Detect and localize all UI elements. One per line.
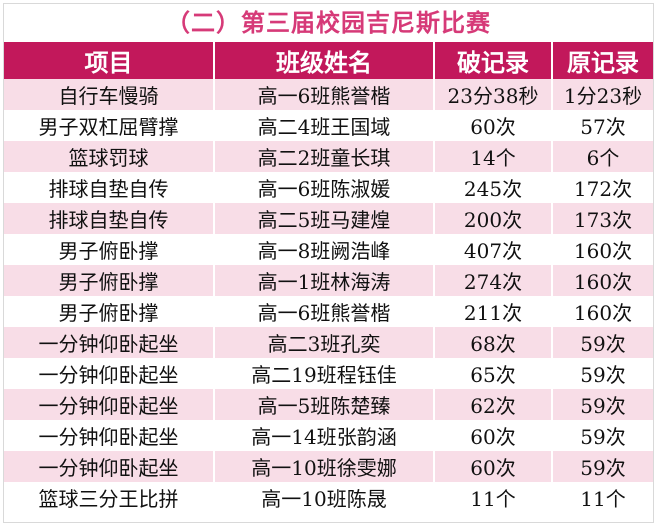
- table-header-row: 项目 班级姓名 破记录 原记录: [4, 42, 653, 79]
- cell-class-name: 高一14班张韵涵: [214, 420, 435, 451]
- cell-class-name: 高二2班童长琪: [214, 141, 435, 172]
- table-row: 男子双杠屈臂撑 高二4班王国域 60次 57次: [4, 110, 653, 141]
- cell-event: 男子双杠屈臂撑: [4, 110, 215, 141]
- cell-event: 男子俯卧撑: [4, 296, 215, 327]
- cell-old-record: 172次: [552, 172, 653, 203]
- cell-new-record: 65次: [434, 358, 553, 389]
- cell-new-record: 274次: [434, 265, 553, 296]
- cell-new-record: 11个: [434, 482, 553, 513]
- cell-class-name: 高一6班陈淑媛: [214, 172, 435, 203]
- cell-class-name: 高二4班王国域: [214, 110, 435, 141]
- cell-old-record: 59次: [552, 327, 653, 358]
- cell-event: 排球自垫自传: [4, 172, 215, 203]
- cell-class-name: 高一6班熊誉楷: [214, 79, 435, 110]
- cell-event: 一分钟仰卧起坐: [4, 358, 215, 389]
- table-row: 男子俯卧撑 高一6班熊誉楷 211次 160次: [4, 296, 653, 327]
- cell-event: 一分钟仰卧起坐: [4, 420, 215, 451]
- cell-new-record: 200次: [434, 203, 553, 234]
- cell-old-record: 1分23秒: [552, 79, 653, 110]
- cell-class-name: 高二3班孔奕: [214, 327, 435, 358]
- cell-class-name: 高一10班陈晟: [214, 482, 435, 513]
- cell-old-record: 59次: [552, 389, 653, 420]
- page-title: （二）第三届校园吉尼斯比赛: [166, 8, 491, 37]
- header-old-record: 原记录: [552, 42, 653, 79]
- cell-old-record: 11个: [552, 482, 653, 513]
- cell-new-record: 211次: [434, 296, 553, 327]
- cell-class-name: 高一10班徐雯娜: [214, 451, 435, 482]
- cell-event: 排球自垫自传: [4, 203, 215, 234]
- cell-event: 篮球罚球: [4, 141, 215, 172]
- header-class-name: 班级姓名: [214, 42, 435, 79]
- table-row: 一分钟仰卧起坐 高一5班陈楚臻 62次 59次: [4, 389, 653, 420]
- header-event: 项目: [4, 42, 215, 79]
- table-row: 排球自垫自传 高二5班马建煌 200次 173次: [4, 203, 653, 234]
- cell-event: 自行车慢骑: [4, 79, 215, 110]
- cell-class-name: 高二5班马建煌: [214, 203, 435, 234]
- cell-new-record: 60次: [434, 451, 553, 482]
- cell-new-record: 14个: [434, 141, 553, 172]
- table-row: 男子俯卧撑 高一1班林海涛 274次 160次: [4, 265, 653, 296]
- cell-old-record: 173次: [552, 203, 653, 234]
- cell-old-record: 59次: [552, 451, 653, 482]
- cell-old-record: 57次: [552, 110, 653, 141]
- record-table-panel: （二）第三届校园吉尼斯比赛 项目 班级姓名 破记录 原记录 自行车慢骑 高一6班熊…: [3, 3, 654, 523]
- cell-event: 男子俯卧撑: [4, 234, 215, 265]
- cell-event: 一分钟仰卧起坐: [4, 389, 215, 420]
- table-row: 篮球罚球 高二2班童长琪 14个 6个: [4, 141, 653, 172]
- cell-class-name: 高一5班陈楚臻: [214, 389, 435, 420]
- cell-old-record: 160次: [552, 265, 653, 296]
- cell-event: 一分钟仰卧起坐: [4, 327, 215, 358]
- cell-new-record: 62次: [434, 389, 553, 420]
- table-row: 一分钟仰卧起坐 高二19班程钰佳 65次 59次: [4, 358, 653, 389]
- cell-new-record: 407次: [434, 234, 553, 265]
- table-row: 一分钟仰卧起坐 高一10班徐雯娜 60次 59次: [4, 451, 653, 482]
- cell-class-name: 高一8班阙浩峰: [214, 234, 435, 265]
- cell-new-record: 68次: [434, 327, 553, 358]
- table-row: 自行车慢骑 高一6班熊誉楷 23分38秒 1分23秒: [4, 79, 653, 110]
- table-row: 男子俯卧撑 高一8班阙浩峰 407次 160次: [4, 234, 653, 265]
- cell-old-record: 160次: [552, 234, 653, 265]
- cell-new-record: 60次: [434, 420, 553, 451]
- table-body: 自行车慢骑 高一6班熊誉楷 23分38秒 1分23秒 男子双杠屈臂撑 高二4班王国域 60次…: [4, 79, 653, 513]
- cell-event: 篮球三分王比拼: [4, 482, 215, 513]
- cell-old-record: 59次: [552, 358, 653, 389]
- cell-event: 一分钟仰卧起坐: [4, 451, 215, 482]
- header-new-record: 破记录: [434, 42, 553, 79]
- cell-class-name: 高一1班林海涛: [214, 265, 435, 296]
- table-row: 篮球三分王比拼 高一10班陈晟 11个 11个: [4, 482, 653, 513]
- cell-old-record: 59次: [552, 420, 653, 451]
- table-row: 一分钟仰卧起坐 高一14班张韵涵 60次 59次: [4, 420, 653, 451]
- cell-class-name: 高二19班程钰佳: [214, 358, 435, 389]
- records-table: 项目 班级姓名 破记录 原记录 自行车慢骑 高一6班熊誉楷 23分38秒 1分23秒男…: [4, 42, 653, 513]
- cell-event: 男子俯卧撑: [4, 265, 215, 296]
- cell-class-name: 高一6班熊誉楷: [214, 296, 435, 327]
- table-row: 排球自垫自传 高一6班陈淑媛 245次 172次: [4, 172, 653, 203]
- cell-old-record: 6个: [552, 141, 653, 172]
- cell-new-record: 245次: [434, 172, 553, 203]
- table-row: 一分钟仰卧起坐 高二3班孔奕 68次 59次: [4, 327, 653, 358]
- cell-old-record: 160次: [552, 296, 653, 327]
- cell-new-record: 23分38秒: [434, 79, 553, 110]
- cell-new-record: 60次: [434, 110, 553, 141]
